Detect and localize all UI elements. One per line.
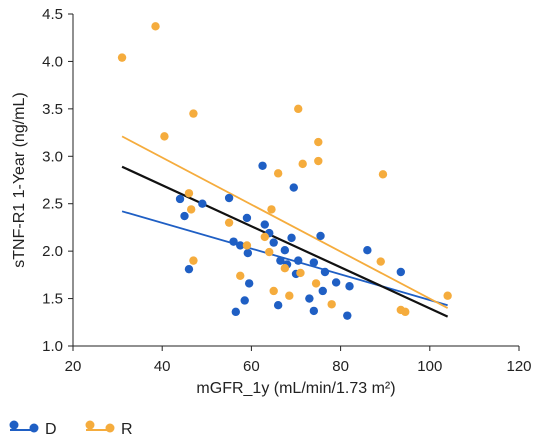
data-point-r	[443, 291, 452, 300]
data-point-d	[244, 279, 254, 288]
data-point-d	[236, 241, 245, 250]
data-point-d	[309, 258, 319, 267]
y-tick-label: 4.0	[42, 53, 63, 70]
data-point-d	[280, 245, 290, 255]
data-point-r	[160, 132, 169, 141]
data-points	[117, 22, 452, 320]
data-point-d	[242, 213, 252, 223]
data-point-r	[280, 264, 290, 273]
data-point-d	[175, 194, 185, 204]
legend: D R	[9, 420, 133, 438]
data-point-d	[343, 311, 352, 320]
data-point-d	[229, 237, 238, 246]
data-point-r	[311, 279, 321, 288]
data-point-d	[184, 264, 194, 274]
data-point-r	[189, 109, 198, 118]
data-point-r	[294, 104, 303, 114]
legend-swatch-r-dot-1	[85, 420, 95, 430]
data-point-d	[198, 199, 207, 208]
trend-lines	[121, 135, 449, 318]
data-point-d	[258, 161, 267, 170]
data-point-d	[318, 286, 327, 296]
data-point-d	[305, 294, 314, 303]
data-point-d	[287, 233, 296, 243]
data-point-r	[269, 286, 278, 296]
legend-swatch-r-dot-2	[105, 423, 115, 433]
data-point-r	[314, 137, 323, 147]
y-tick-label: 2.0	[42, 243, 63, 260]
data-point-d	[276, 256, 285, 265]
legend-label-d: D	[45, 421, 57, 438]
data-point-d	[316, 231, 325, 241]
data-point-r	[267, 205, 276, 214]
data-point-r	[117, 53, 127, 62]
data-point-d	[309, 306, 319, 316]
y-tick-label: 1.5	[42, 291, 63, 308]
x-tick-label: 80	[332, 358, 349, 375]
data-point-r	[242, 241, 252, 250]
trend-line-r	[121, 135, 449, 309]
data-point-r	[378, 170, 388, 179]
data-point-d	[240, 296, 249, 305]
legend-item-r: R	[85, 420, 133, 438]
y-tick-label: 2.5	[42, 196, 63, 213]
data-point-r	[224, 218, 234, 227]
data-point-d	[180, 211, 189, 221]
data-point-r	[260, 232, 269, 242]
trend-line-overall	[121, 165, 449, 318]
data-point-d	[396, 267, 406, 277]
data-point-d	[231, 307, 240, 317]
y-tick-label: 4.5	[42, 6, 63, 23]
legend-label-r: R	[121, 421, 133, 438]
x-axis-label: mGFR_1y (mL/min/1.73 m²)	[196, 380, 395, 397]
y-tick-label: 3.5	[42, 101, 63, 118]
data-point-d	[363, 245, 372, 255]
legend-item-d: D	[9, 420, 57, 438]
data-point-r	[184, 189, 194, 198]
data-point-r	[401, 307, 410, 317]
data-point-r	[314, 156, 323, 166]
x-tick-label: 60	[243, 358, 260, 375]
data-point-r	[236, 271, 245, 281]
data-point-d	[273, 301, 283, 310]
data-point-r	[186, 205, 196, 214]
data-point-r	[273, 169, 283, 178]
x-tick-label: 40	[154, 358, 171, 375]
data-point-d	[224, 193, 234, 203]
legend-swatch-d-dot-2	[29, 423, 39, 433]
axes	[72, 14, 519, 347]
x-ticks: 20 40 60 80 100 120	[65, 346, 532, 375]
y-tick-label: 1.0	[42, 338, 63, 355]
data-point-r	[298, 159, 307, 169]
data-point-r	[285, 291, 294, 300]
y-tick-label: 3.0	[42, 148, 63, 165]
data-point-r	[327, 300, 336, 309]
data-point-r	[296, 268, 305, 278]
x-tick-label: 120	[506, 358, 531, 375]
legend-swatch-d-dot-1	[9, 420, 19, 430]
data-point-r	[265, 247, 274, 257]
trend-line-d	[121, 210, 448, 307]
data-point-d	[345, 282, 354, 291]
data-point-d	[289, 183, 298, 192]
x-tick-label: 100	[417, 358, 442, 375]
data-point-d	[331, 278, 341, 287]
y-axis-label: sTNF-R1 1-Year (ng/mL)	[11, 92, 28, 267]
data-point-d	[269, 238, 278, 247]
y-ticks: 1.0 1.5 2.0 2.5 3.0 3.5 4.0 4.5	[42, 6, 73, 355]
data-point-r	[376, 257, 385, 266]
data-point-d	[243, 248, 253, 258]
data-point-d	[320, 267, 330, 277]
data-point-r	[151, 22, 160, 31]
data-point-r	[189, 256, 198, 265]
data-point-d	[294, 256, 303, 265]
x-tick-label: 20	[65, 358, 82, 375]
data-point-d	[260, 220, 269, 229]
